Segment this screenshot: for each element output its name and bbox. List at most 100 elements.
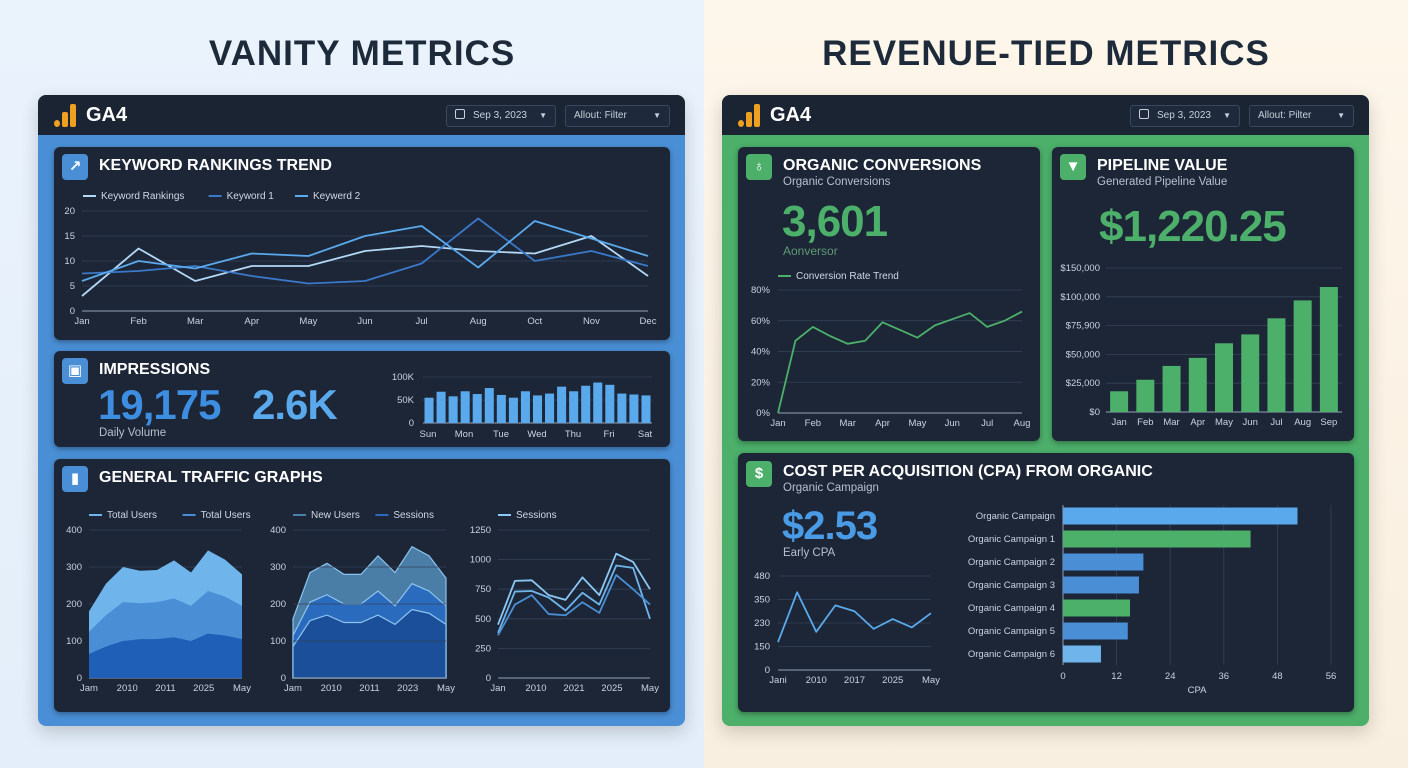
campaign-bar xyxy=(1063,645,1101,663)
x-tick-label: 24 xyxy=(1165,671,1176,682)
x-tick-label: 48 xyxy=(1272,671,1283,682)
x-tick-label: Oct xyxy=(527,316,542,327)
x-tick-label: Jul xyxy=(981,418,993,429)
y-tick-label: $50,000 xyxy=(1066,349,1100,360)
x-tick-label: 2023 xyxy=(397,683,418,694)
impressions-bar xyxy=(436,391,446,423)
x-tick-label: Aug xyxy=(1014,418,1031,429)
impressions-label: Daily Volume xyxy=(99,427,167,439)
x-tick-label: Jan xyxy=(770,418,785,429)
pipeline-bar xyxy=(1162,365,1181,412)
x-tick-label: May xyxy=(233,683,251,694)
x-tick-label: Tue xyxy=(493,429,509,440)
y-tick-label: 0 xyxy=(486,673,491,684)
filter-dropdown[interactable]: Allout: Pilter ▼ xyxy=(1249,105,1354,127)
x-tick-label: Mon xyxy=(455,429,473,440)
impressions-bar xyxy=(460,391,470,423)
x-tick-label: Jan xyxy=(74,316,89,327)
x-tick-label: Nov xyxy=(583,316,600,327)
x-tick-label: Jan xyxy=(1111,417,1126,428)
impressions-bar xyxy=(472,394,482,423)
x-tick-label: Jun xyxy=(1243,417,1258,428)
ga4-logo-icon xyxy=(738,104,760,127)
date-picker[interactable]: Sep 3, 2023 ▼ xyxy=(446,105,556,127)
conversions-label: Aonversor xyxy=(783,244,838,258)
panel-title: GENERAL TRAFFIC GRAPHS xyxy=(99,469,323,486)
x-tick-label: 2025 xyxy=(193,683,214,694)
x-tick-label: Fri xyxy=(603,429,614,440)
impressions-bar xyxy=(424,397,434,423)
funnel-icon: ▼ xyxy=(1060,154,1086,180)
x-tick-label: Apr xyxy=(875,418,890,429)
panel-subtitle: Organic Campaign xyxy=(783,482,879,494)
filter-dropdown[interactable]: Allout: Filter ▼ xyxy=(565,105,670,127)
impressions-secondary-value: 2.6K xyxy=(252,381,338,428)
x-tick-label: 56 xyxy=(1326,671,1337,682)
date-picker[interactable]: Sep 3, 2023 ▼ xyxy=(1130,105,1240,127)
x-tick-label: May xyxy=(299,316,317,327)
series-line xyxy=(81,217,649,285)
y-tick-label: 0 xyxy=(765,665,770,676)
x-tick-label: Apr xyxy=(1190,417,1205,428)
campaign-label: Organic Campaign 2 xyxy=(968,557,1055,568)
campaign-label: Organic Campaign 3 xyxy=(968,580,1055,591)
y-tick-label: $150,000 xyxy=(1060,263,1100,274)
pipeline-value: $1,220.25 xyxy=(1099,202,1287,251)
impressions-bar xyxy=(557,386,567,423)
y-tick-label: 100 xyxy=(66,636,82,647)
y-tick-label: 350 xyxy=(754,595,770,606)
y-tick-label: 750 xyxy=(475,584,491,595)
y-tick-label: 20 xyxy=(64,206,75,217)
x-tick-label: May xyxy=(437,683,455,694)
impressions-bar xyxy=(532,395,543,423)
legend-label: Keyword Rankings xyxy=(101,191,184,202)
campaign-label: Organic Campaign 4 xyxy=(968,603,1055,614)
panel-title: PIPELINE VALUE xyxy=(1097,157,1228,174)
y-tick-label: 150 xyxy=(754,642,770,653)
series-line xyxy=(497,552,651,626)
impressions-bar xyxy=(545,393,555,423)
panel-subtitle: Organic Conversions xyxy=(783,176,891,188)
impressions-bar xyxy=(617,393,627,423)
panel-subtitle: Generated Pipeline Value xyxy=(1097,176,1228,188)
legend-label: Keywerd 2 xyxy=(313,191,361,202)
date-value: Sep 3, 2023 xyxy=(1157,110,1211,121)
x-tick-label: 2010 xyxy=(525,683,546,694)
filter-value: Allout: Pilter xyxy=(1258,110,1312,121)
x-tick-label: May xyxy=(908,418,926,429)
x-tick-label: Sep xyxy=(1320,417,1337,428)
series-area xyxy=(292,608,447,679)
panel-title: KEYWORD RANKINGS TREND xyxy=(99,157,332,174)
dollar-icon: $ xyxy=(746,461,772,487)
series-area xyxy=(89,633,242,678)
campaign-label: Organic Campaign 1 xyxy=(968,534,1055,545)
impressions-bar xyxy=(593,382,603,423)
chevron-down-icon: ▼ xyxy=(539,111,547,120)
y-tick-label: 230 xyxy=(754,618,770,629)
x-tick-label: Wed xyxy=(527,429,546,440)
dashboard-header: GA4 Sep 3, 2023 ▼ Allout: Pilter ▼ xyxy=(722,95,1369,135)
y-tick-label: 250 xyxy=(475,643,491,654)
calendar-icon xyxy=(455,109,465,119)
legend-label: New Users xyxy=(311,510,360,521)
bar-chart-icon: ▮ xyxy=(62,466,88,492)
x-tick-label: Aug xyxy=(1294,417,1311,428)
legend-label: Conversion Rate Trend xyxy=(796,271,899,282)
x-tick-label: Jan xyxy=(490,683,505,694)
x-tick-label: 0 xyxy=(1060,671,1065,682)
series-line xyxy=(777,310,1023,414)
legend-label: Sessions xyxy=(393,510,434,521)
x-tick-label: Feb xyxy=(805,418,821,429)
series-line xyxy=(81,220,649,282)
x-tick-label: 2010 xyxy=(806,675,827,686)
x-tick-label: May xyxy=(1215,417,1233,428)
impressions-bar xyxy=(496,394,506,423)
x-tick-label: Sat xyxy=(638,429,653,440)
x-tick-label: 36 xyxy=(1219,671,1230,682)
ga4-logo-text: GA4 xyxy=(86,104,128,126)
x-tick-label: May xyxy=(922,675,940,686)
campaign-bar xyxy=(1063,507,1298,525)
y-tick-label: 200 xyxy=(66,599,82,610)
campaign-label: Organic Campaign 6 xyxy=(968,649,1055,660)
